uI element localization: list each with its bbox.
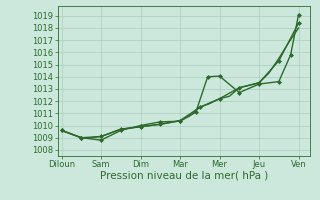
X-axis label: Pression niveau de la mer( hPa ): Pression niveau de la mer( hPa ) <box>100 171 268 181</box>
